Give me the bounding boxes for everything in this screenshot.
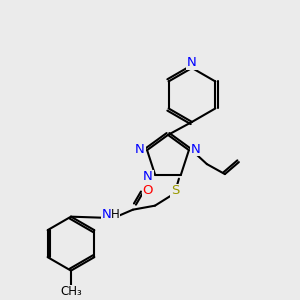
Text: N: N — [135, 142, 145, 156]
Text: O: O — [143, 184, 153, 197]
Text: N: N — [143, 170, 153, 183]
Text: H: H — [111, 208, 119, 221]
Text: N: N — [191, 142, 201, 156]
Text: N: N — [102, 208, 112, 221]
Text: S: S — [171, 184, 179, 197]
Text: N: N — [187, 56, 197, 70]
Text: CH₃: CH₃ — [60, 285, 82, 298]
